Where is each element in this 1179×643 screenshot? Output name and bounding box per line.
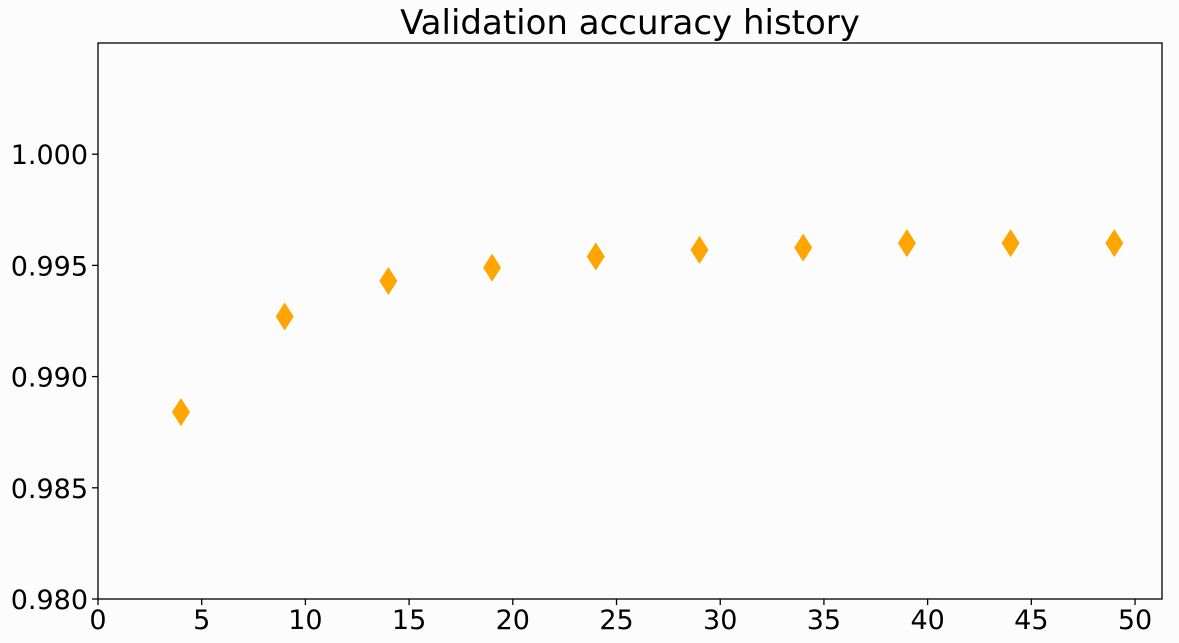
- data-point: [794, 233, 813, 262]
- data-point: [275, 302, 294, 331]
- data-point: [483, 253, 502, 282]
- data-point: [379, 266, 398, 295]
- x-tick-label: 35: [807, 605, 841, 636]
- data-point: [1105, 229, 1124, 258]
- y-tick-label: 0.985: [11, 474, 88, 505]
- x-axis: 0 5 10 15 20 25 30 35 40 45 50: [89, 599, 1152, 636]
- data-point: [586, 242, 605, 271]
- x-tick-label: 40: [910, 605, 944, 636]
- x-tick-label: 45: [1014, 605, 1048, 636]
- x-tick-label: 0: [89, 605, 106, 636]
- data-point: [1001, 229, 1020, 258]
- x-tick-label: 15: [392, 605, 426, 636]
- chart-title: Validation accuracy history: [400, 3, 860, 43]
- y-tick-label: 1.000: [11, 140, 88, 171]
- data-point: [171, 398, 190, 427]
- y-axis: 0.980 0.985 0.990 0.995 1.000: [11, 140, 98, 616]
- x-tick-label: 20: [496, 605, 530, 636]
- data-point: [690, 235, 709, 264]
- x-tick-label: 5: [193, 605, 210, 636]
- y-tick-label: 0.995: [11, 251, 88, 282]
- data-point: [897, 229, 916, 258]
- data-points: [171, 229, 1124, 427]
- x-tick-label: 50: [1118, 605, 1152, 636]
- x-tick-label: 30: [703, 605, 737, 636]
- plot-area: [97, 42, 1163, 600]
- x-tick-label: 25: [599, 605, 633, 636]
- y-tick-label: 0.980: [11, 585, 88, 616]
- y-tick-label: 0.990: [11, 363, 88, 394]
- x-tick-label: 10: [288, 605, 322, 636]
